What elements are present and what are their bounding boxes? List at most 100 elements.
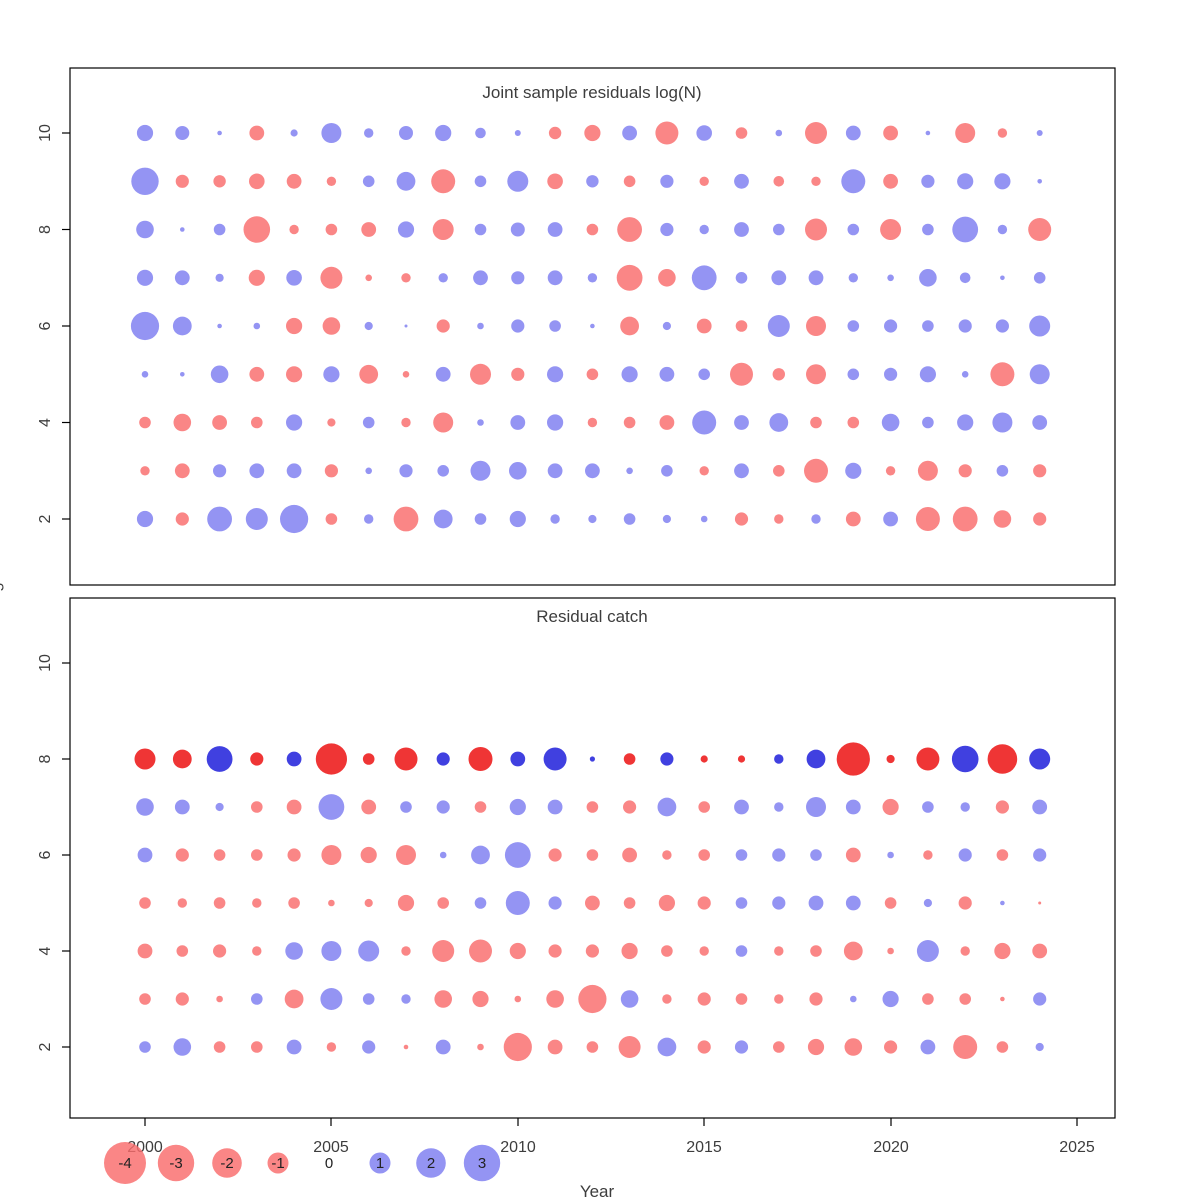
- residual-bubble: [655, 121, 679, 145]
- residual-bubble: [586, 175, 599, 188]
- residual-bubble: [623, 513, 636, 525]
- residual-bubble: [474, 175, 487, 188]
- residual-bubble: [662, 850, 672, 860]
- residual-bubble: [471, 845, 490, 865]
- residual-bubble: [249, 366, 265, 382]
- residual-bubble: [958, 896, 972, 910]
- residual-bubble: [287, 848, 301, 862]
- residual-bubble: [215, 802, 224, 812]
- residual-bubble: [548, 126, 562, 140]
- residual-bubble: [734, 173, 749, 189]
- residual-bubble: [433, 509, 453, 529]
- residual-bubble: [472, 990, 489, 1008]
- residual-bubble: [845, 799, 861, 815]
- residual-bubble: [922, 223, 934, 236]
- residual-bubble: [1032, 943, 1048, 959]
- residual-bubble: [550, 514, 560, 524]
- residual-bubble: [514, 130, 521, 136]
- residual-bubble: [514, 995, 522, 1003]
- residual-bubble: [734, 512, 749, 526]
- residual-bubble: [212, 415, 228, 430]
- residual-bubble: [767, 315, 790, 337]
- residual-bubble: [511, 367, 525, 381]
- residual-bubble: [734, 415, 749, 430]
- residual-bubble: [511, 319, 525, 333]
- residual-bubble: [364, 321, 373, 331]
- residual-bubble: [510, 415, 526, 430]
- residual-bubble: [141, 371, 149, 378]
- residual-bubble: [774, 514, 784, 524]
- residual-bubble: [172, 316, 192, 336]
- residual-bubble: [585, 944, 600, 958]
- residual-bubble: [586, 368, 599, 381]
- residual-bubble: [180, 372, 185, 377]
- residual-bubble: [996, 1041, 1009, 1053]
- residual-bubble: [136, 510, 154, 528]
- residual-bubble: [286, 366, 303, 383]
- residual-bubble: [547, 1039, 563, 1055]
- residual-bubble: [844, 1038, 863, 1056]
- residual-bubble: [961, 371, 969, 378]
- residual-bubble: [922, 416, 934, 429]
- residual-bubble: [362, 175, 375, 188]
- residual-bubble: [437, 465, 450, 477]
- residual-bubble: [1029, 315, 1051, 337]
- residual-bubble: [361, 799, 377, 815]
- residual-bubble: [735, 897, 748, 909]
- residual-bubble: [1028, 218, 1052, 241]
- residual-bubble: [431, 169, 456, 194]
- residual-bubble: [887, 947, 894, 955]
- residual-bubble: [734, 463, 749, 479]
- legend-value-label: 3: [478, 1155, 486, 1172]
- residual-bubble: [809, 992, 823, 1006]
- panel-top-title: Joint sample residuals log(N): [482, 83, 701, 102]
- residual-bubble: [958, 464, 972, 478]
- residual-bubble: [884, 319, 898, 333]
- residual-bubble: [206, 746, 233, 772]
- residual-bubble: [547, 799, 563, 815]
- residual-bubble: [920, 1039, 936, 1055]
- x-tick-label: 2005: [313, 1139, 349, 1156]
- residual-bubble: [847, 223, 860, 236]
- residual-bubble: [773, 465, 785, 477]
- residual-bubble: [213, 1041, 226, 1053]
- residual-bubble: [321, 941, 342, 961]
- residual-bubble: [285, 942, 303, 960]
- residual-bubble: [586, 849, 599, 861]
- legend-value-label: 0: [325, 1155, 333, 1172]
- residual-bubble: [248, 269, 265, 286]
- residual-bubble: [589, 756, 596, 762]
- residual-bubble: [957, 414, 974, 431]
- y-tick-label: 4: [37, 946, 54, 955]
- x-tick-label: 2020: [873, 1139, 909, 1156]
- residual-bubble: [1000, 900, 1005, 906]
- residual-bubble: [734, 799, 749, 815]
- residual-bubble: [1036, 130, 1043, 136]
- residual-bubble: [951, 745, 979, 773]
- residual-bubble: [547, 173, 563, 190]
- residual-bubble: [286, 1039, 302, 1055]
- residual-bubble: [1000, 275, 1005, 281]
- residual-bubble: [394, 747, 418, 771]
- residual-bubble: [248, 173, 265, 190]
- residual-bubble: [432, 940, 455, 962]
- residual-bubble: [698, 849, 710, 861]
- residual-bubble: [547, 222, 563, 237]
- residual-bubble: [881, 413, 900, 432]
- residual-bubble: [585, 895, 600, 911]
- residual-bubble: [213, 175, 226, 188]
- residual-bubble: [806, 749, 826, 769]
- residual-bubble: [286, 751, 302, 767]
- legend-bubble: [267, 1152, 289, 1174]
- residual-bubble: [659, 415, 675, 430]
- x-tick-label: 2015: [686, 1139, 722, 1156]
- residual-bubble: [883, 125, 898, 141]
- residual-bubble: [250, 993, 263, 1005]
- residual-bubble: [996, 849, 1009, 861]
- residual-bubble: [327, 418, 336, 427]
- residual-bubble: [250, 849, 263, 861]
- residual-bubble: [774, 946, 784, 956]
- residual-bubble: [700, 515, 708, 523]
- residual-bubble: [958, 319, 972, 333]
- residual-bubble: [139, 416, 151, 429]
